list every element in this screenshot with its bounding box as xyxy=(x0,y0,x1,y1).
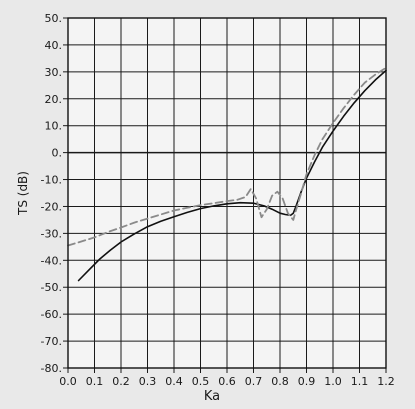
y-tick-label: -80. xyxy=(41,362,62,375)
y-tick-label: 50. xyxy=(45,12,63,25)
x-axis-label: Ka xyxy=(204,389,220,404)
y-tick-label: -30. xyxy=(41,227,62,240)
y-tick-label: 40. xyxy=(45,39,63,52)
y-tick-label: -70. xyxy=(41,335,62,348)
series-layer xyxy=(67,66,387,282)
x-tick-label: 1.0 xyxy=(324,375,342,388)
x-tick-label: 0.3 xyxy=(139,375,157,388)
x-tick-label: 0.7 xyxy=(245,375,263,388)
y-tick-label: 20. xyxy=(45,93,63,106)
y-tick-label: 30. xyxy=(45,66,63,79)
x-tick-label: 1.2 xyxy=(377,375,395,388)
y-tick-label: -20. xyxy=(41,200,62,213)
y-tick-label: -50. xyxy=(41,281,62,294)
x-tick-label: 0.2 xyxy=(112,375,130,388)
axis-ticks: 0.0 0.1 0.2 0.3 0.4 0.5 0.6 0.7 0.8 0.9 1.0 1.1 1.2 5… xyxy=(41,12,395,388)
x-tick-label: 0.6 xyxy=(218,375,236,388)
x-tick-label: 0.0 xyxy=(59,375,77,388)
x-tick-label: 0.1 xyxy=(86,375,104,388)
x-tick-label: 1.1 xyxy=(351,375,369,388)
y-tick-label: -40. xyxy=(41,254,62,267)
y-axis-label: TS (dB) xyxy=(16,171,30,216)
y-tick-label: 0. xyxy=(52,147,63,160)
plot-frame xyxy=(67,17,387,369)
y-tick-label: -60. xyxy=(41,308,62,321)
x-tick-label: 0.9 xyxy=(298,375,316,388)
y-tick-label: 10. xyxy=(45,120,63,133)
series-line-dashed xyxy=(67,66,387,247)
x-tick-label: 0.5 xyxy=(192,375,210,388)
y-tick-label: -10. xyxy=(41,174,62,187)
x-tick-label: 0.8 xyxy=(271,375,289,388)
x-tick-label: 0.4 xyxy=(165,375,183,388)
